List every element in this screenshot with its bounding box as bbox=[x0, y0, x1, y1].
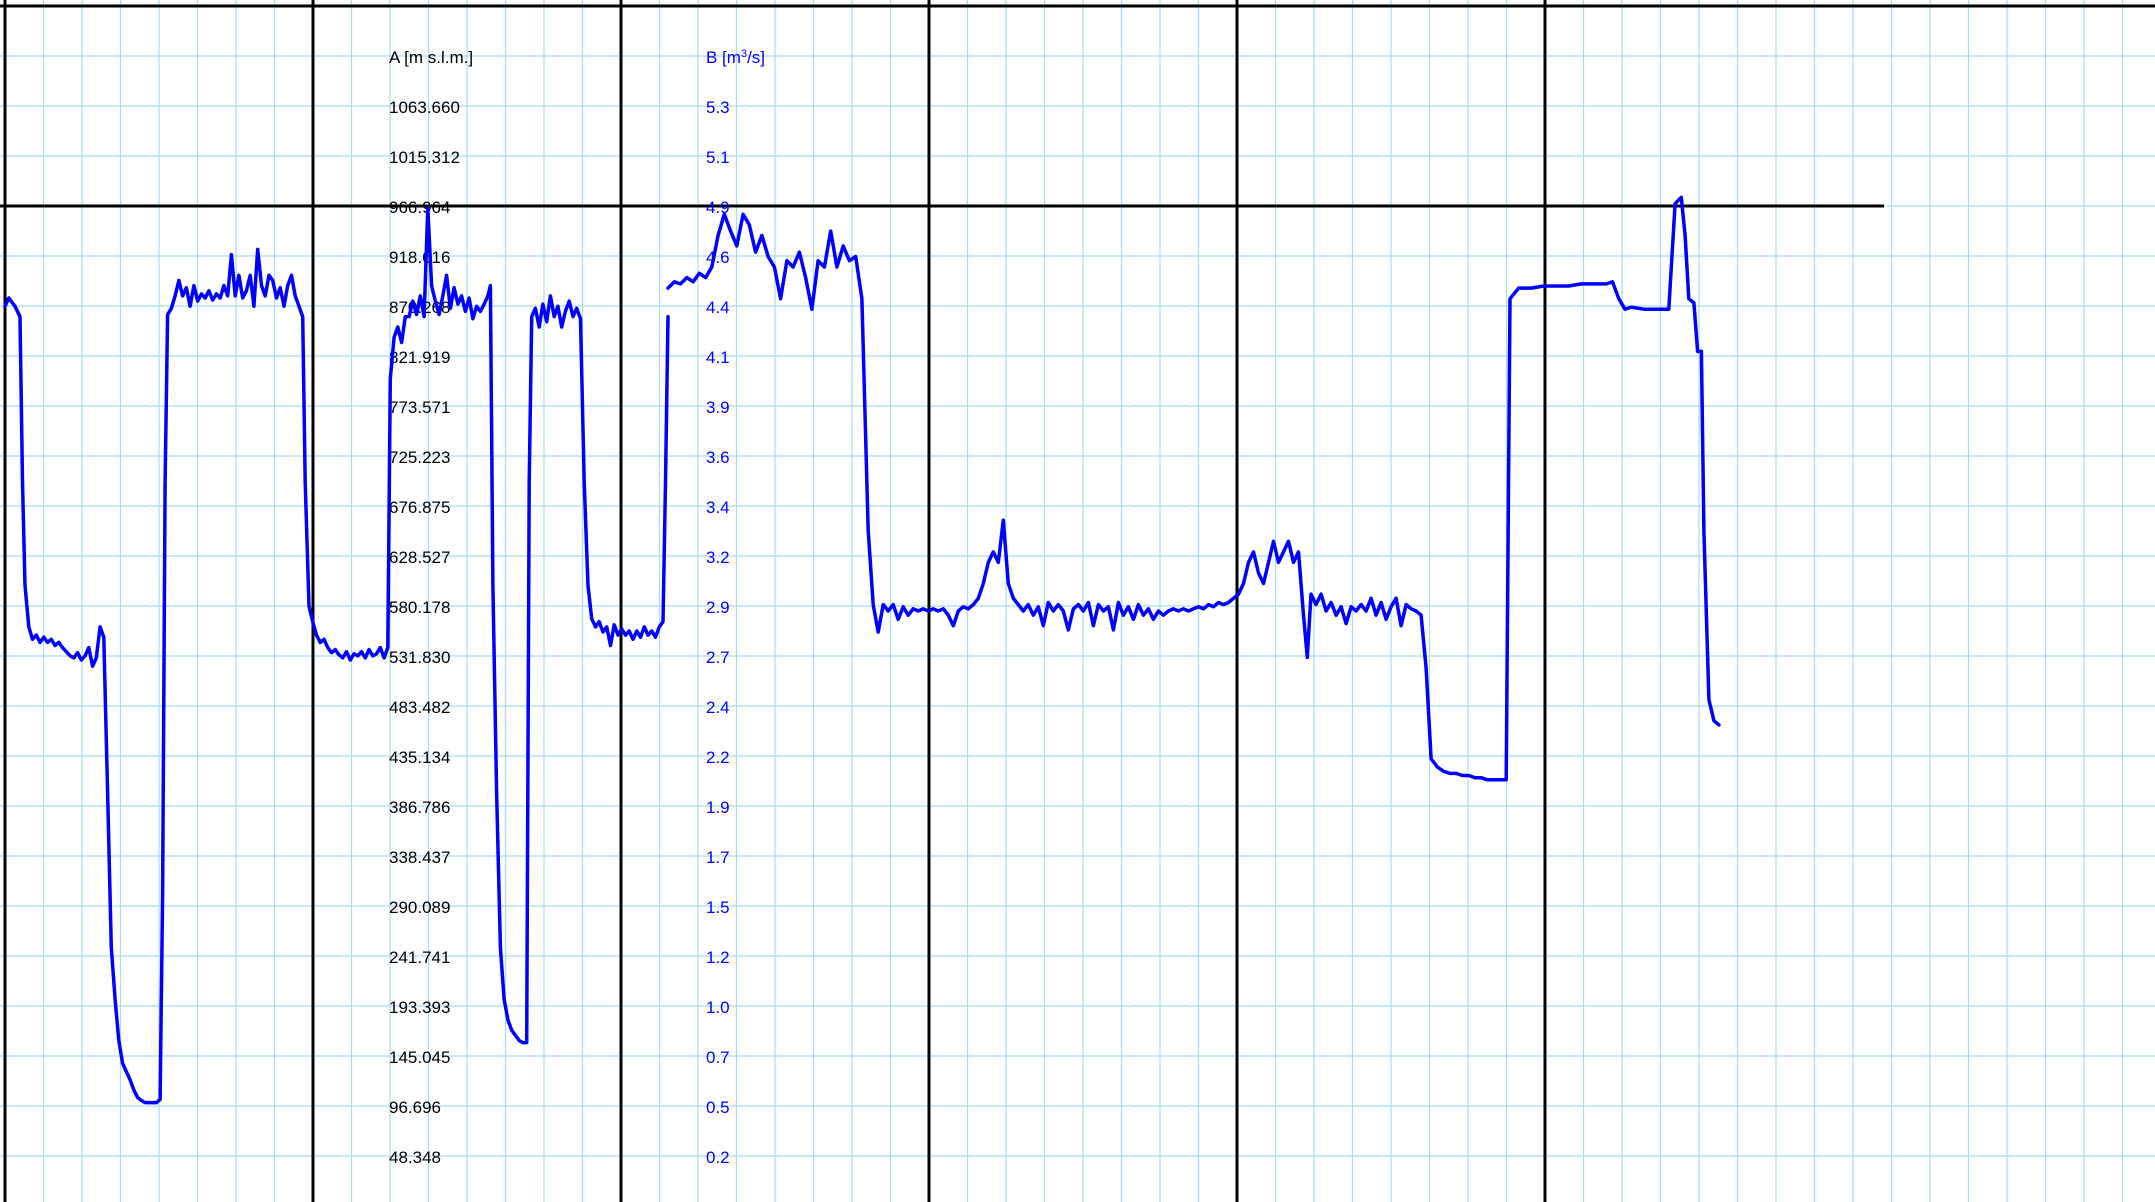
axis-b-tick: 3.2 bbox=[706, 548, 730, 567]
axis-b-tick: 4.6 bbox=[706, 248, 730, 267]
axis-a-tick: 193.393 bbox=[389, 998, 450, 1017]
axis-a-tick: 483.482 bbox=[389, 698, 450, 717]
axis-b-tick: 2.2 bbox=[706, 748, 730, 767]
axis-a-tick: 386.786 bbox=[389, 798, 450, 817]
axis-a-tick: 290.089 bbox=[389, 898, 450, 917]
axis-a-tick: 918.616 bbox=[389, 248, 450, 267]
series-layer bbox=[3, 195, 1721, 1105]
axis-b-tick: 1.5 bbox=[706, 898, 730, 917]
series-line-b bbox=[666, 195, 1721, 782]
axis-b-tick: 1.9 bbox=[706, 798, 730, 817]
axis-b-tick: 1.0 bbox=[706, 998, 730, 1017]
axis-b-tick: 1.2 bbox=[706, 948, 730, 967]
axis-b-tick: 4.1 bbox=[706, 348, 730, 367]
axis-a-tick: 1063.660 bbox=[389, 98, 460, 117]
axis-b-tick: 1.7 bbox=[706, 848, 730, 867]
axis-b-tick: 5.1 bbox=[706, 148, 730, 167]
axis-b-tick: 3.4 bbox=[706, 498, 730, 517]
axis-a-title: A [m s.l.m.] bbox=[389, 48, 473, 67]
axis-b-tick: 0.7 bbox=[706, 1048, 730, 1067]
axis-b-tick: 0.2 bbox=[706, 1148, 730, 1167]
axis-a-tick: 676.875 bbox=[389, 498, 450, 517]
axis-a-tick: 580.178 bbox=[389, 598, 450, 617]
axis-b-title-sup: 3 bbox=[741, 48, 747, 60]
axis-a-tick: 966.964 bbox=[389, 198, 450, 217]
axis-a-tick: 435.134 bbox=[389, 748, 450, 767]
axis-a-tick: 48.348 bbox=[389, 1148, 441, 1167]
axis-b-tick: 2.7 bbox=[706, 648, 730, 667]
axis-b-tick: 2.9 bbox=[706, 598, 730, 617]
axis-b-tick: 2.4 bbox=[706, 698, 730, 717]
axis-a-tick: 773.571 bbox=[389, 398, 450, 417]
axis-a-tick: 725.223 bbox=[389, 448, 450, 467]
axis-b-title: B [m3/s] bbox=[706, 48, 765, 67]
axis-b-tick: 3.9 bbox=[706, 398, 730, 417]
axis-a-tick: 241.741 bbox=[389, 948, 450, 967]
axis-b-tick: 4.9 bbox=[706, 198, 730, 217]
axis-b-tick: 3.6 bbox=[706, 448, 730, 467]
axis-a-tick: 1015.312 bbox=[389, 148, 460, 167]
axis-a-tick: 338.437 bbox=[389, 848, 450, 867]
series-line-a bbox=[3, 206, 670, 1105]
axis-a-tick: 96.696 bbox=[389, 1098, 441, 1117]
axis-a-tick: 145.045 bbox=[389, 1048, 450, 1067]
axis-a-tick: 531.830 bbox=[389, 648, 450, 667]
axis-a-tick: 821.919 bbox=[389, 348, 450, 367]
axis-b-tick: 4.4 bbox=[706, 298, 730, 317]
axis-b-tick: 5.3 bbox=[706, 98, 730, 117]
axis-a-tick: 628.527 bbox=[389, 548, 450, 567]
axis-b-tick: 0.5 bbox=[706, 1098, 730, 1117]
